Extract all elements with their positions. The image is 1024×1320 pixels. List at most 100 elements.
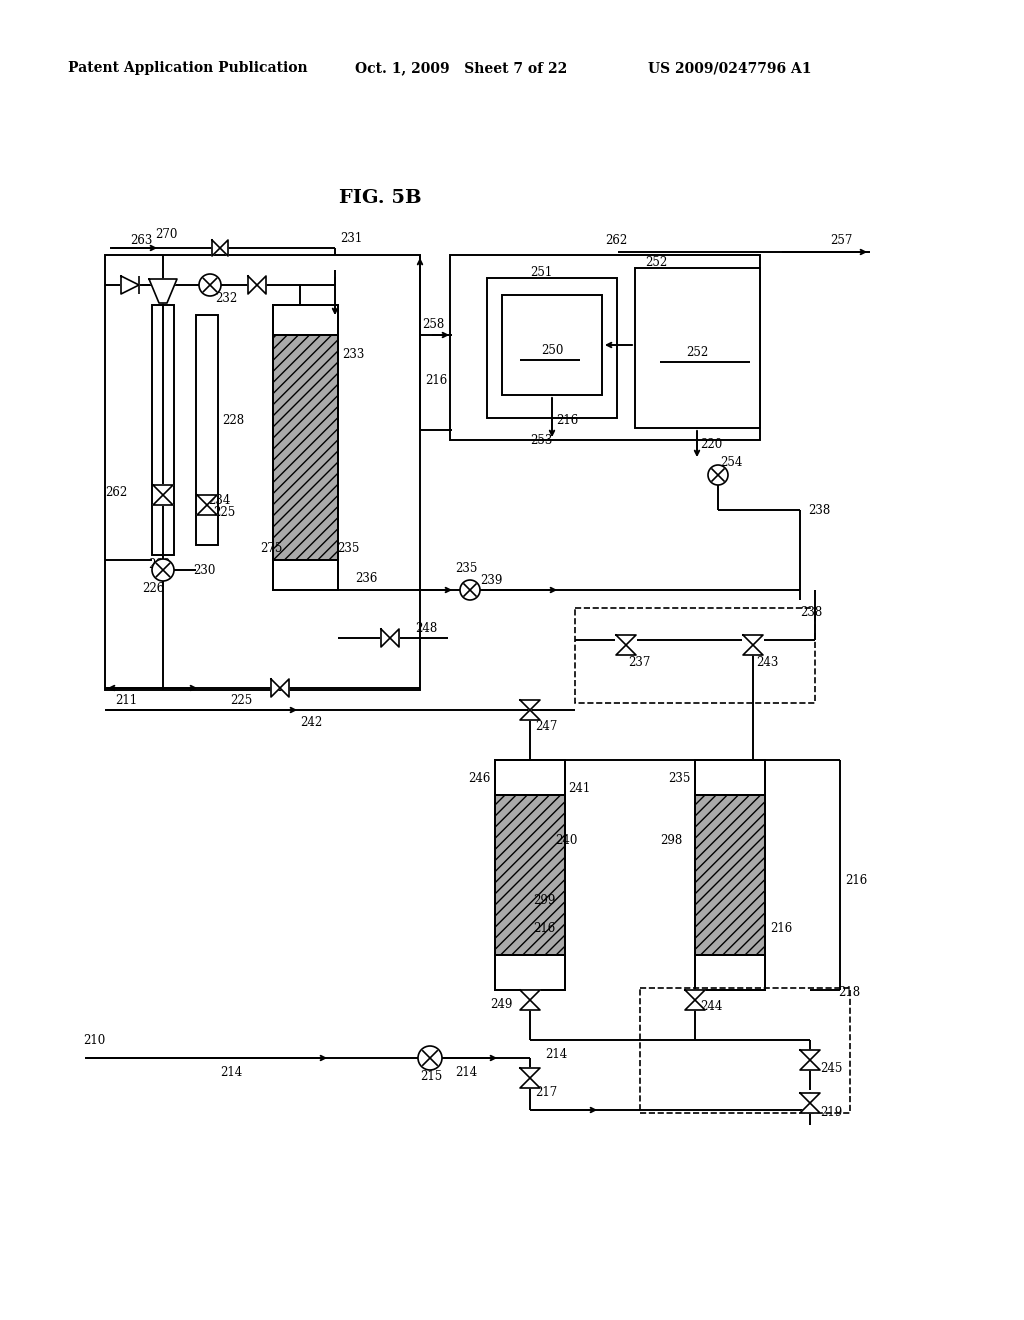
Circle shape [418,1045,442,1071]
Text: 245: 245 [820,1061,843,1074]
Bar [487,279,617,418]
Text: 252: 252 [645,256,668,268]
Text: FIG. 5B: FIG. 5B [339,189,421,207]
Polygon shape [153,484,173,506]
Polygon shape [121,276,139,294]
Text: 214: 214 [220,1065,243,1078]
Text: 244: 244 [700,1001,722,1014]
Bar [105,255,420,690]
Text: 298: 298 [660,833,682,846]
Text: 241: 241 [568,781,590,795]
Bar [495,795,565,954]
Text: 262: 262 [105,487,127,499]
Bar [273,560,338,590]
Text: 299: 299 [534,894,555,907]
Text: 254: 254 [720,455,742,469]
Text: 248: 248 [415,622,437,635]
Text: 242: 242 [300,715,323,729]
Text: 210: 210 [83,1034,105,1047]
Circle shape [708,465,728,484]
Text: 211: 211 [115,693,137,706]
Text: 214: 214 [455,1065,477,1078]
Bar [695,760,765,990]
Polygon shape [212,240,228,256]
Bar [695,795,765,954]
Bar [273,305,338,335]
Polygon shape [800,1049,820,1071]
Text: 253: 253 [530,433,552,446]
Text: 218: 218 [838,986,860,998]
Text: 263: 263 [130,234,153,247]
Text: 249: 249 [490,998,512,1011]
Polygon shape [197,495,217,515]
Bar [196,315,218,545]
Polygon shape [248,276,266,294]
Polygon shape [381,630,399,647]
Text: 226: 226 [142,582,164,594]
Text: 237: 237 [628,656,650,668]
Text: 214: 214 [545,1048,567,1061]
Polygon shape [800,1093,820,1113]
Text: 219: 219 [820,1106,843,1118]
Text: 247: 247 [535,719,557,733]
Bar [695,954,765,990]
Text: 216: 216 [425,374,447,387]
Text: 270: 270 [155,228,177,242]
Bar [495,795,565,954]
Text: 234: 234 [208,494,230,507]
Text: 220: 220 [700,438,722,451]
Text: 225: 225 [230,693,252,706]
Polygon shape [520,990,540,1010]
Text: 228: 228 [222,413,244,426]
Polygon shape [271,678,289,697]
Text: Oct. 1, 2009   Sheet 7 of 22: Oct. 1, 2009 Sheet 7 of 22 [355,61,567,75]
Text: 275: 275 [260,541,283,554]
Text: 250: 250 [541,343,563,356]
Bar [495,760,565,990]
Bar [273,305,338,590]
Bar [152,305,174,554]
Bar [273,335,338,560]
Text: 216: 216 [556,413,579,426]
Text: 240: 240 [555,833,578,846]
Text: 258: 258 [422,318,444,331]
Circle shape [152,558,174,581]
Text: 238: 238 [800,606,822,619]
Bar [273,335,338,560]
Text: 238: 238 [808,503,830,516]
Text: 216: 216 [534,921,555,935]
Text: 236: 236 [355,572,378,585]
Text: 235: 235 [337,541,359,554]
Text: 262: 262 [605,234,628,247]
Polygon shape [520,1068,540,1088]
Circle shape [199,275,221,296]
Text: 232: 232 [215,292,238,305]
Text: 215: 215 [420,1069,442,1082]
Text: US 2009/0247796 A1: US 2009/0247796 A1 [648,61,811,75]
Text: 260: 260 [148,558,170,572]
Bar [695,795,765,954]
Text: 235: 235 [455,561,477,574]
Polygon shape [150,279,177,304]
Text: 216: 216 [770,921,793,935]
Circle shape [460,579,480,601]
Text: 217: 217 [535,1086,557,1100]
Text: 233: 233 [342,348,365,362]
Text: 225: 225 [213,507,236,520]
Bar [640,987,850,1113]
Text: 231: 231 [340,231,362,244]
Polygon shape [743,635,763,655]
Bar [495,954,565,990]
Bar [502,294,602,395]
Bar [450,255,760,440]
Text: 246: 246 [468,771,490,784]
Polygon shape [616,635,636,655]
Text: 230: 230 [193,564,215,577]
Text: 235: 235 [668,771,690,784]
Bar [635,268,760,428]
Text: Patent Application Publication: Patent Application Publication [68,61,307,75]
Polygon shape [685,990,705,1010]
Text: 257: 257 [830,234,852,247]
Text: 252: 252 [686,346,709,359]
Bar [495,760,565,795]
